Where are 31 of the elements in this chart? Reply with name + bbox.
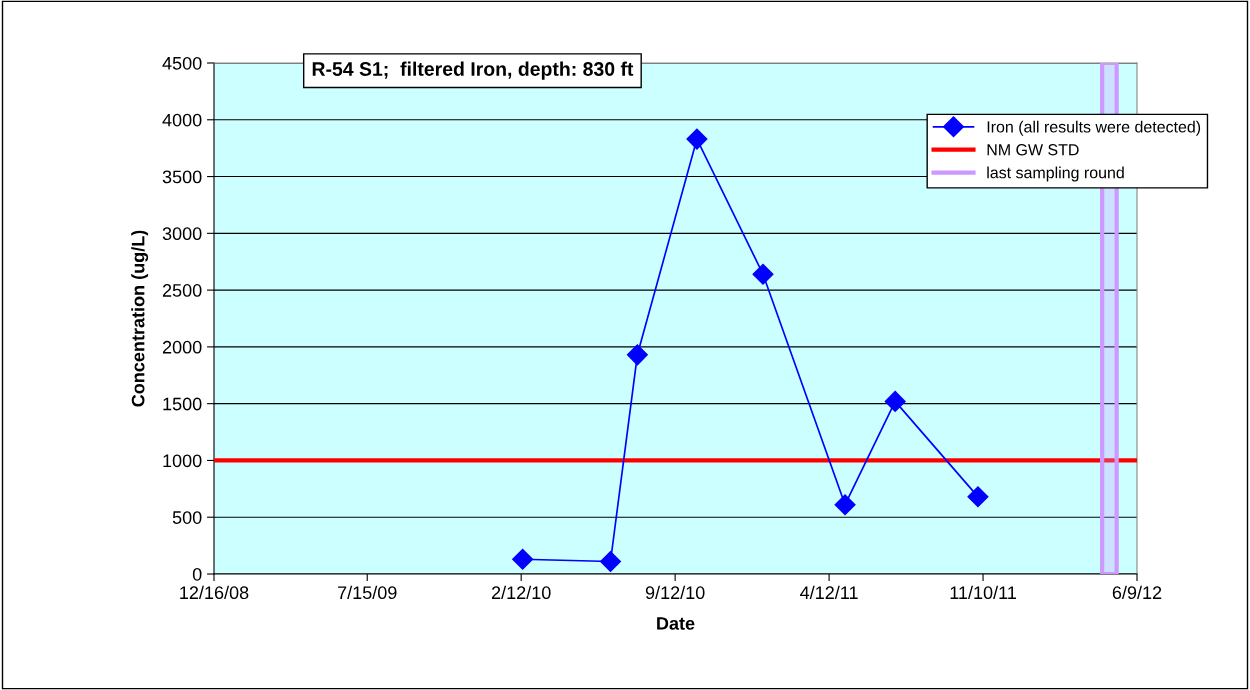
y-tick-label: 2000 [162, 340, 202, 354]
point [752, 263, 774, 285]
x-tick-label: 9/12/10 [645, 585, 705, 600]
y-tick-label: 3000 [162, 227, 202, 241]
y-tick-label: 0 [192, 567, 202, 581]
chart-title: R-54 S1; filtered Iron, depth: 830 ft [312, 61, 634, 80]
y-tick-label: 500 [172, 511, 202, 524]
band-label: last sampling round [987, 166, 1124, 182]
x-tick-label: 12/16/08 [180, 585, 249, 600]
x-tick-label: 2/12/10 [491, 585, 551, 600]
point [599, 550, 622, 573]
x-tick-label: 4/12/11 [800, 585, 858, 600]
y-tick-label: 1000 [163, 454, 202, 468]
point [834, 494, 856, 516]
x-tick-label: 11/10/11 [950, 585, 1016, 600]
point [686, 128, 708, 150]
legend-label: NM GW STD [987, 144, 1079, 156]
x-tick-label: 7/15/09 [338, 585, 397, 600]
point [626, 344, 648, 366]
x-axis-title: Date [657, 617, 695, 630]
y-tick-label: 4000 [162, 113, 202, 127]
y-tick-label: 3500 [162, 170, 202, 184]
x-tick-label: 6/9/12 [1112, 585, 1162, 600]
y-tick-label: 1500 [163, 397, 202, 411]
y-tick-label: 4500 [162, 56, 202, 70]
y-tick-label: 2500 [162, 284, 202, 297]
legend-label: Iron (all results were detected) [987, 120, 1201, 136]
point [512, 548, 534, 570]
y-axis-title: Concentration (ug/L) [131, 230, 149, 407]
point [967, 486, 989, 508]
point [884, 390, 906, 412]
